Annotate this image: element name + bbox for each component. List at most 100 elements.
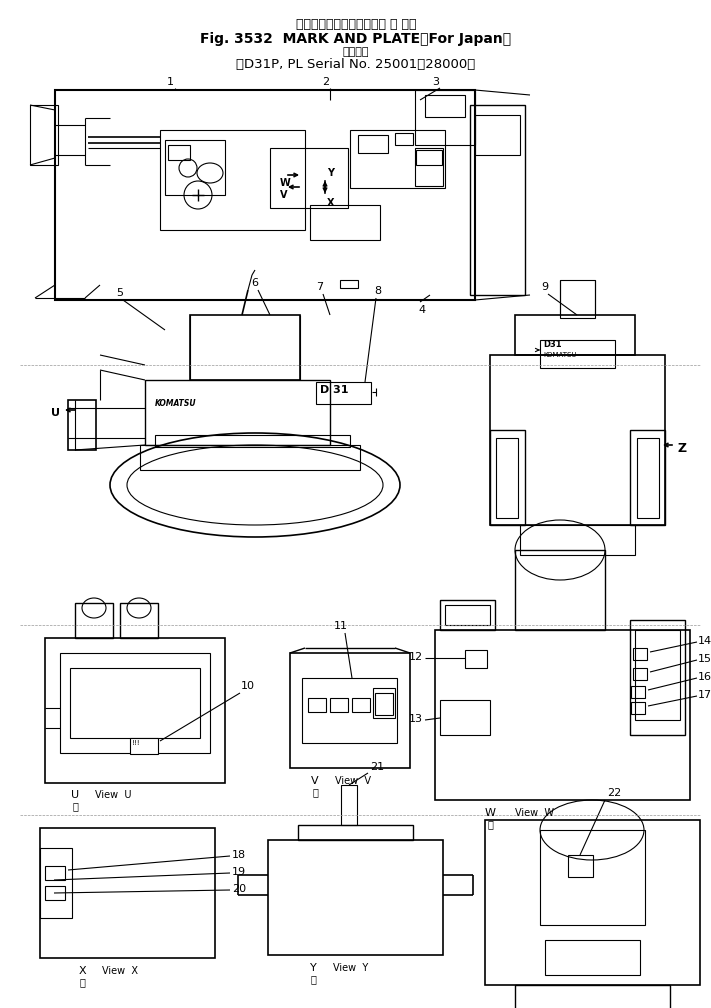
Bar <box>145 380 330 445</box>
Bar <box>515 314 635 355</box>
Bar <box>631 702 645 714</box>
Bar <box>270 148 348 208</box>
Bar <box>45 866 65 880</box>
Text: （D31P, PL Serial No. 25001～28000）: （D31P, PL Serial No. 25001～28000） <box>236 58 476 71</box>
Text: 視: 視 <box>487 818 493 829</box>
Text: 12: 12 <box>409 652 423 662</box>
Text: 22: 22 <box>607 788 621 798</box>
Bar <box>515 985 670 1008</box>
Bar <box>470 105 525 295</box>
Text: 20: 20 <box>232 884 246 894</box>
Text: V: V <box>280 190 287 200</box>
Bar <box>540 340 615 368</box>
Text: Fig. 3532  MARK AND PLATE（For Japan）: Fig. 3532 MARK AND PLATE（For Japan） <box>201 32 511 46</box>
Text: 10: 10 <box>241 681 255 691</box>
Bar <box>160 130 305 230</box>
Bar <box>485 820 700 985</box>
Bar <box>425 95 465 117</box>
Bar <box>60 653 210 753</box>
Bar <box>416 150 442 165</box>
Bar <box>515 550 605 630</box>
Bar <box>440 600 495 630</box>
Text: Y: Y <box>327 168 334 178</box>
Bar <box>440 700 490 735</box>
Text: 6: 6 <box>252 278 259 288</box>
Bar <box>130 738 158 754</box>
Bar <box>155 435 350 447</box>
Bar <box>631 686 645 698</box>
Text: X: X <box>78 966 86 976</box>
Text: 3: 3 <box>432 77 439 87</box>
Text: W: W <box>484 808 496 818</box>
Bar <box>630 620 685 735</box>
Text: D 31: D 31 <box>320 385 348 395</box>
Bar <box>465 650 487 668</box>
Bar <box>68 400 96 450</box>
Bar <box>637 438 659 518</box>
Bar <box>395 133 413 145</box>
Text: D31: D31 <box>543 340 562 349</box>
Bar <box>40 828 215 958</box>
Text: KOMATSU: KOMATSU <box>155 398 197 407</box>
Bar <box>415 90 475 145</box>
Text: 4: 4 <box>419 305 426 314</box>
Bar <box>540 830 645 925</box>
Text: 21: 21 <box>370 762 384 772</box>
Bar <box>490 355 665 525</box>
Bar <box>330 698 348 712</box>
Text: 1: 1 <box>166 77 173 87</box>
Bar <box>40 848 72 918</box>
Text: 11: 11 <box>334 621 348 631</box>
Bar <box>545 940 640 975</box>
Text: 19: 19 <box>232 867 246 877</box>
Bar <box>375 694 393 715</box>
Text: View  V: View V <box>335 776 371 786</box>
Bar <box>268 840 443 955</box>
Bar <box>633 668 647 680</box>
Bar <box>140 445 360 470</box>
Text: 適用号機: 適用号機 <box>343 47 369 57</box>
Bar <box>568 855 593 877</box>
Bar <box>308 698 326 712</box>
Text: W: W <box>280 178 291 188</box>
Bar <box>310 205 380 240</box>
Bar <box>415 148 443 186</box>
Text: KOMATSU: KOMATSU <box>543 352 577 358</box>
Text: V: V <box>311 776 319 786</box>
Text: 15: 15 <box>698 654 711 664</box>
Bar <box>635 630 680 720</box>
Bar <box>341 785 357 825</box>
Text: X: X <box>327 198 334 208</box>
Bar <box>45 638 225 783</box>
Text: 5: 5 <box>117 288 124 298</box>
Bar <box>168 145 190 160</box>
Text: View  Y: View Y <box>333 963 368 973</box>
Text: Y: Y <box>309 963 316 973</box>
Bar <box>475 115 520 155</box>
Bar <box>560 280 595 318</box>
Text: マークおよびプレート（国 内 向）: マークおよびプレート（国 内 向） <box>296 18 416 31</box>
Text: 2: 2 <box>322 77 330 87</box>
Text: 14: 14 <box>698 636 711 646</box>
Bar <box>165 140 225 195</box>
Bar <box>290 653 410 768</box>
Bar <box>445 605 490 625</box>
Bar <box>30 105 58 165</box>
Bar <box>350 130 445 188</box>
Bar <box>633 648 647 660</box>
Bar <box>190 314 300 380</box>
Text: U: U <box>71 790 79 800</box>
Bar <box>373 688 395 718</box>
Bar <box>435 630 690 800</box>
Text: Z: Z <box>677 442 686 455</box>
Text: U: U <box>51 408 60 418</box>
Text: 7: 7 <box>316 282 324 292</box>
Text: 17: 17 <box>698 690 711 700</box>
Bar <box>340 280 358 288</box>
Bar <box>120 603 158 638</box>
Bar <box>298 825 413 840</box>
Bar <box>45 886 65 900</box>
Text: 視: 視 <box>312 787 318 797</box>
Text: View  U: View U <box>95 790 132 800</box>
Bar <box>75 603 113 638</box>
